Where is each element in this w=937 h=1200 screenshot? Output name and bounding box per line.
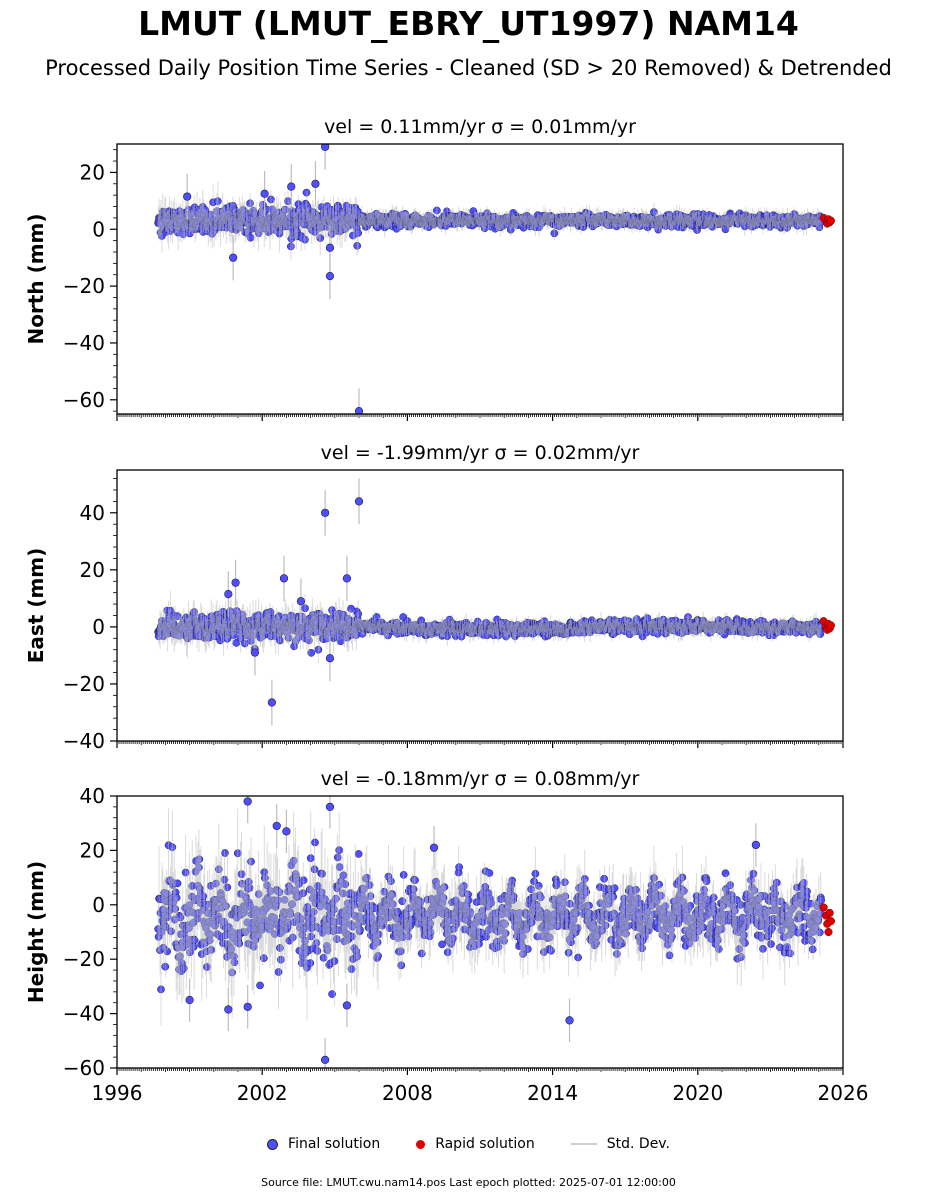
legend: Final solution Rapid solution Std. Dev. xyxy=(0,1136,937,1152)
north-x-ticks xyxy=(116,414,844,421)
height-outlier-point-8 xyxy=(272,821,281,831)
north-outlier-point-8 xyxy=(325,243,335,252)
north-ytick-label-3: −40 xyxy=(63,331,105,355)
east-std-dev-bars xyxy=(157,590,822,664)
legend-rapid-label: Rapid solution xyxy=(435,1136,535,1152)
north-outlier-point-0 xyxy=(321,144,330,151)
height-outlier-point-6 xyxy=(185,995,194,1005)
north-outlier-point-5 xyxy=(287,182,296,191)
east-ytick-label-1: 20 xyxy=(80,558,105,582)
height-ytick-label-2: 0 xyxy=(92,893,105,917)
height-rapid-point-5 xyxy=(826,917,835,926)
height-outlier-point-10 xyxy=(751,840,760,850)
north-outlier-point-2 xyxy=(325,272,335,281)
east-rapid-point-5 xyxy=(826,621,835,630)
east-panel-title: vel = -1.99mm/yr σ = 0.02mm/yr xyxy=(321,442,640,464)
height-ytick-label-4: −40 xyxy=(63,1002,105,1026)
north-ytick-label-4: −60 xyxy=(63,388,105,412)
height-xtick-label-1: 2002 xyxy=(237,1081,288,1105)
chart-subtitle: Processed Daily Position Time Series - C… xyxy=(45,56,892,80)
east-outlier-point-2 xyxy=(267,698,276,707)
height-outlier-point-1 xyxy=(325,802,335,811)
east-ytick-label-0: 40 xyxy=(80,501,105,525)
north-y-axis-label: North (mm) xyxy=(24,213,48,344)
legend-std: Std. Dev. xyxy=(570,1136,670,1152)
height-ytick-label-1: 20 xyxy=(80,838,105,862)
height-xtick-label-0: 1996 xyxy=(92,1081,143,1105)
chart-title: LMUT (LMUT_EBRY_UT1997) NAM14 xyxy=(138,4,799,43)
height-y-axis-label: Height (mm) xyxy=(24,861,48,1003)
east-outlier-point-0 xyxy=(321,508,330,517)
legend-final: Final solution xyxy=(267,1136,380,1152)
legend-final-label: Final solution xyxy=(288,1136,381,1152)
height-outlier-point-5 xyxy=(243,1002,252,1011)
height-outlier-point-11 xyxy=(429,843,439,852)
north-outlier-point-1 xyxy=(354,407,364,414)
east-outlier-point-3 xyxy=(279,574,289,583)
north-outlier-point-7 xyxy=(183,192,192,201)
legend-rapid: Rapid solution xyxy=(416,1136,535,1152)
north-panel-title: vel = 0.11mm/yr σ = 0.01mm/yr xyxy=(324,116,636,138)
north-frame xyxy=(116,143,844,415)
source-note: Source file: LMUT.cwu.nam14.pos Last epo… xyxy=(261,1176,676,1189)
height-xtick-label-5: 2026 xyxy=(818,1081,869,1105)
height-xtick-label-4: 2020 xyxy=(672,1081,723,1105)
east-outlier-point-8 xyxy=(296,597,306,606)
height-outlier-point-7 xyxy=(342,1001,352,1010)
height-x-ticks xyxy=(116,1068,844,1075)
east-ytick-label-4: −40 xyxy=(63,729,105,753)
east-outlier-point-6 xyxy=(224,589,233,599)
final-marker-icon xyxy=(267,1138,279,1150)
height-xtick-label-3: 2014 xyxy=(527,1081,578,1105)
height-rapid-point-3 xyxy=(824,927,833,937)
east-outlier-point-9 xyxy=(250,648,260,657)
rapid-marker-icon xyxy=(416,1139,426,1149)
north-ytick-label-2: −20 xyxy=(63,274,105,298)
east-plot-area xyxy=(154,478,835,726)
height-outlier-point-0 xyxy=(243,797,252,806)
north-ytick-label-0: 20 xyxy=(80,160,105,184)
north-std-dev-bars xyxy=(157,181,822,261)
height-rapid-point-4 xyxy=(825,908,834,918)
east-x-ticks xyxy=(116,741,844,748)
east-y-ticks xyxy=(110,478,117,742)
east-ytick-label-3: −20 xyxy=(63,672,105,696)
east-outlier-point-7 xyxy=(325,654,335,663)
height-ytick-label-0: 40 xyxy=(80,784,105,808)
east-outlier-point-5 xyxy=(231,578,240,587)
north-outlier-point-6 xyxy=(260,189,269,198)
east-y-axis-label: East (mm) xyxy=(24,548,48,664)
height-outlier-point-9 xyxy=(282,827,291,836)
east-outlier-point-1 xyxy=(354,497,364,506)
legend-std-label: Std. Dev. xyxy=(606,1136,670,1152)
east-ytick-label-2: 0 xyxy=(92,615,105,639)
height-outlier-point-2 xyxy=(321,1055,330,1064)
height-ytick-label-5: −60 xyxy=(63,1056,105,1080)
height-panel-title: vel = -0.18mm/yr σ = 0.08mm/yr xyxy=(321,768,640,790)
east-outlier-point-4 xyxy=(342,574,352,583)
height-std-dev-bars xyxy=(157,808,822,1026)
height-plot-area xyxy=(154,796,835,1068)
north-y-ticks xyxy=(110,149,117,412)
east-panel: 40 20 0 −20 −40 vel = -1.99mm/yr σ = 0.02mm/y… xyxy=(24,442,844,753)
height-rapid-point-0 xyxy=(819,903,828,912)
height-ytick-label-3: −20 xyxy=(63,947,105,971)
height-outlier-point-3 xyxy=(565,1016,574,1025)
north-plot-area xyxy=(154,144,835,414)
height-panel: 1996 2002 2008 2014 2020 2026 40 20 0 −20 −40 −60 ve… xyxy=(24,768,868,1105)
height-y-ticks xyxy=(110,795,117,1069)
height-xtick-label-2: 2008 xyxy=(382,1081,433,1105)
north-outlier-point-4 xyxy=(311,179,320,188)
north-ytick-label-1: 0 xyxy=(92,217,105,241)
north-outlier-point-3 xyxy=(229,253,238,262)
north-rapid-point-5 xyxy=(826,216,835,225)
north-panel: 20 0 −20 −40 −60 vel = 0.11mm/yr σ = 0.01mm/y… xyxy=(24,116,844,421)
height-outlier-point-4 xyxy=(224,1005,233,1014)
std-line-icon xyxy=(570,1143,597,1145)
